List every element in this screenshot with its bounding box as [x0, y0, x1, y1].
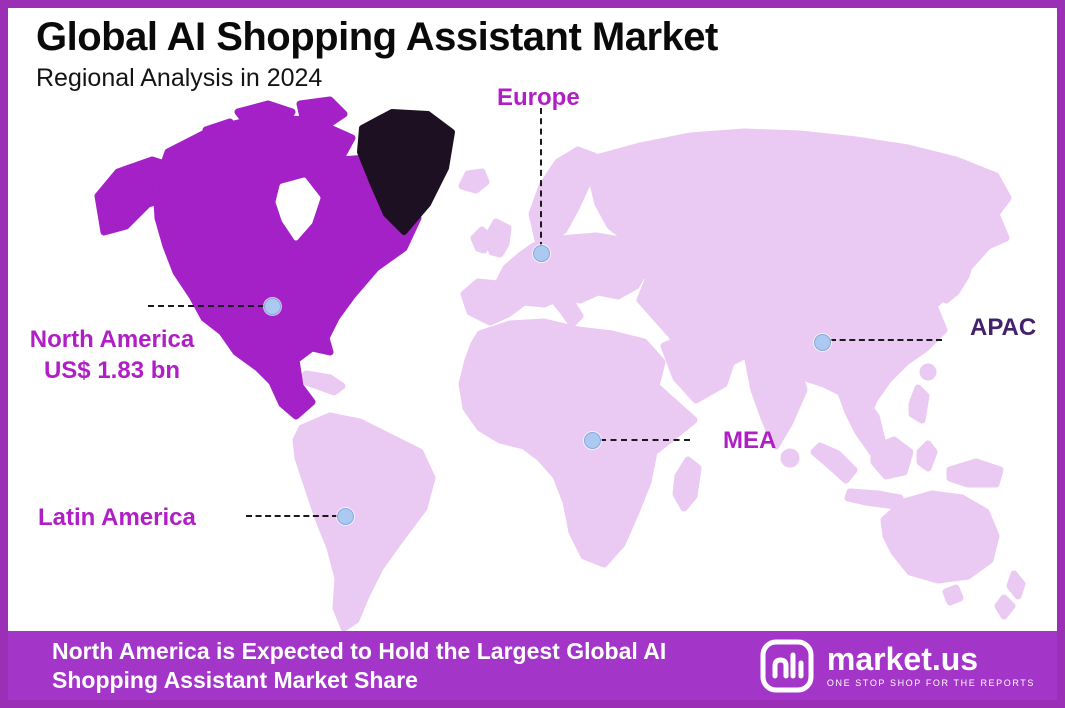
- map-region-india: [744, 348, 808, 450]
- footer-note-line2: Shopping Assistant Market Share: [52, 666, 418, 693]
- north-america-label: North America: [29, 326, 195, 353]
- mea-marker: [584, 432, 601, 449]
- map-region-arctic-island-1: [234, 100, 296, 134]
- footer-note: North America is Expected to Hold the La…: [52, 637, 666, 695]
- apac-leader-line: [830, 339, 942, 341]
- europe-marker: [533, 245, 550, 262]
- map-region-borneo: [870, 436, 914, 480]
- apac-label: APAC: [970, 314, 1037, 341]
- map-region-new-guinea: [946, 458, 1004, 488]
- brand-name: market.us: [826, 641, 979, 677]
- map-region-new-zealand-south: [994, 594, 1016, 620]
- map-region-philippines: [908, 384, 930, 424]
- map-region-sri-lanka: [780, 448, 800, 468]
- north-america-value: US$ 1.83 bn: [43, 357, 181, 384]
- latin-america-label: Latin America: [38, 504, 196, 531]
- header: Global AI Shopping Assistant Market Regi…: [36, 16, 718, 93]
- brand-tagline: ONE STOP SHOP FOR THE REPORTS: [826, 678, 1035, 688]
- mea-label: MEA: [723, 427, 777, 454]
- latin-america-marker: [337, 508, 354, 525]
- north-america-marker: [264, 298, 281, 315]
- map-region-italy: [548, 288, 584, 328]
- map-hudson-bay: [275, 177, 321, 241]
- map-region-greenland: [357, 109, 455, 235]
- map-region-ireland: [470, 226, 494, 254]
- footer-note-line1: North America is Expected to Hold the La…: [52, 637, 667, 664]
- north-america-label-block: North America US$ 1.83 bn: [12, 324, 212, 386]
- map-region-sulawesi: [916, 440, 938, 472]
- europe-leader-line: [540, 108, 542, 248]
- mea-leader-line: [600, 439, 690, 441]
- map-region-sumatra: [810, 442, 858, 484]
- page-subtitle: Regional Analysis in 2024: [36, 64, 323, 92]
- map-region-arctic-island-2: [296, 96, 348, 130]
- footer-banner: North America is Expected to Hold the La…: [8, 631, 1057, 700]
- map-region-africa: [458, 318, 698, 568]
- map-region-australia: [880, 490, 1000, 584]
- map-region-arctic-island-3: [202, 118, 240, 148]
- latin-america-leader-line: [246, 515, 338, 517]
- map-region-new-zealand-north: [1006, 570, 1026, 600]
- map-region-taiwan: [919, 363, 937, 381]
- map-region-arabia: [660, 326, 740, 404]
- page-title: Global AI Shopping Assistant Market: [36, 15, 718, 59]
- map-region-tasmania: [942, 584, 964, 606]
- map-region-japan: [938, 244, 976, 304]
- brand-text: market.us ONE STOP SHOP FOR THE REPORTS: [827, 643, 1035, 688]
- north-america-leader-line: [148, 305, 264, 307]
- map-region-north-america: [152, 114, 422, 420]
- map-region-java: [844, 488, 904, 510]
- brand-block: market.us ONE STOP SHOP FOR THE REPORTS: [760, 639, 1035, 693]
- europe-label: Europe: [497, 84, 580, 111]
- market-us-logo-icon: [760, 639, 814, 692]
- map-region-iceland: [458, 168, 490, 194]
- apac-marker: [814, 334, 831, 351]
- map-region-madagascar: [672, 456, 702, 512]
- map-region-south-america: [292, 412, 436, 632]
